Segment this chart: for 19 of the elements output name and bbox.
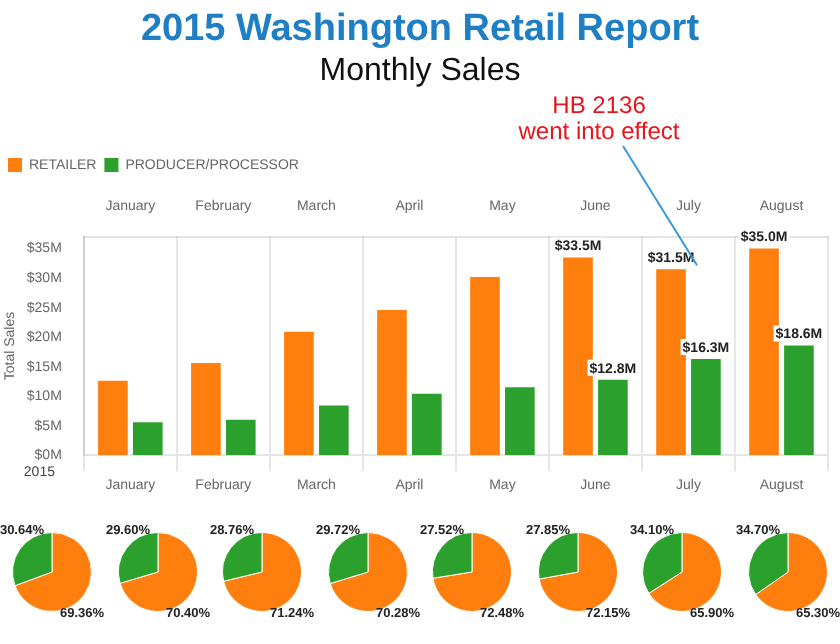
bar <box>598 379 628 456</box>
annotation: HB 2136 went into effect <box>516 90 681 145</box>
bar <box>505 387 535 456</box>
bar <box>132 422 163 456</box>
bar <box>412 393 442 456</box>
bar <box>284 331 314 456</box>
bar <box>318 405 349 456</box>
bar <box>98 380 128 456</box>
bar <box>225 419 256 456</box>
bar <box>191 363 221 456</box>
bar <box>656 269 686 456</box>
bar <box>784 345 814 456</box>
bar <box>377 309 407 456</box>
bar <box>691 358 721 456</box>
chart-title: 2015 Washington Retail Report <box>138 6 702 52</box>
bar <box>563 257 593 456</box>
bar <box>749 248 779 456</box>
bar <box>470 276 500 456</box>
chart-subtitle: Monthly Sales <box>317 52 523 90</box>
